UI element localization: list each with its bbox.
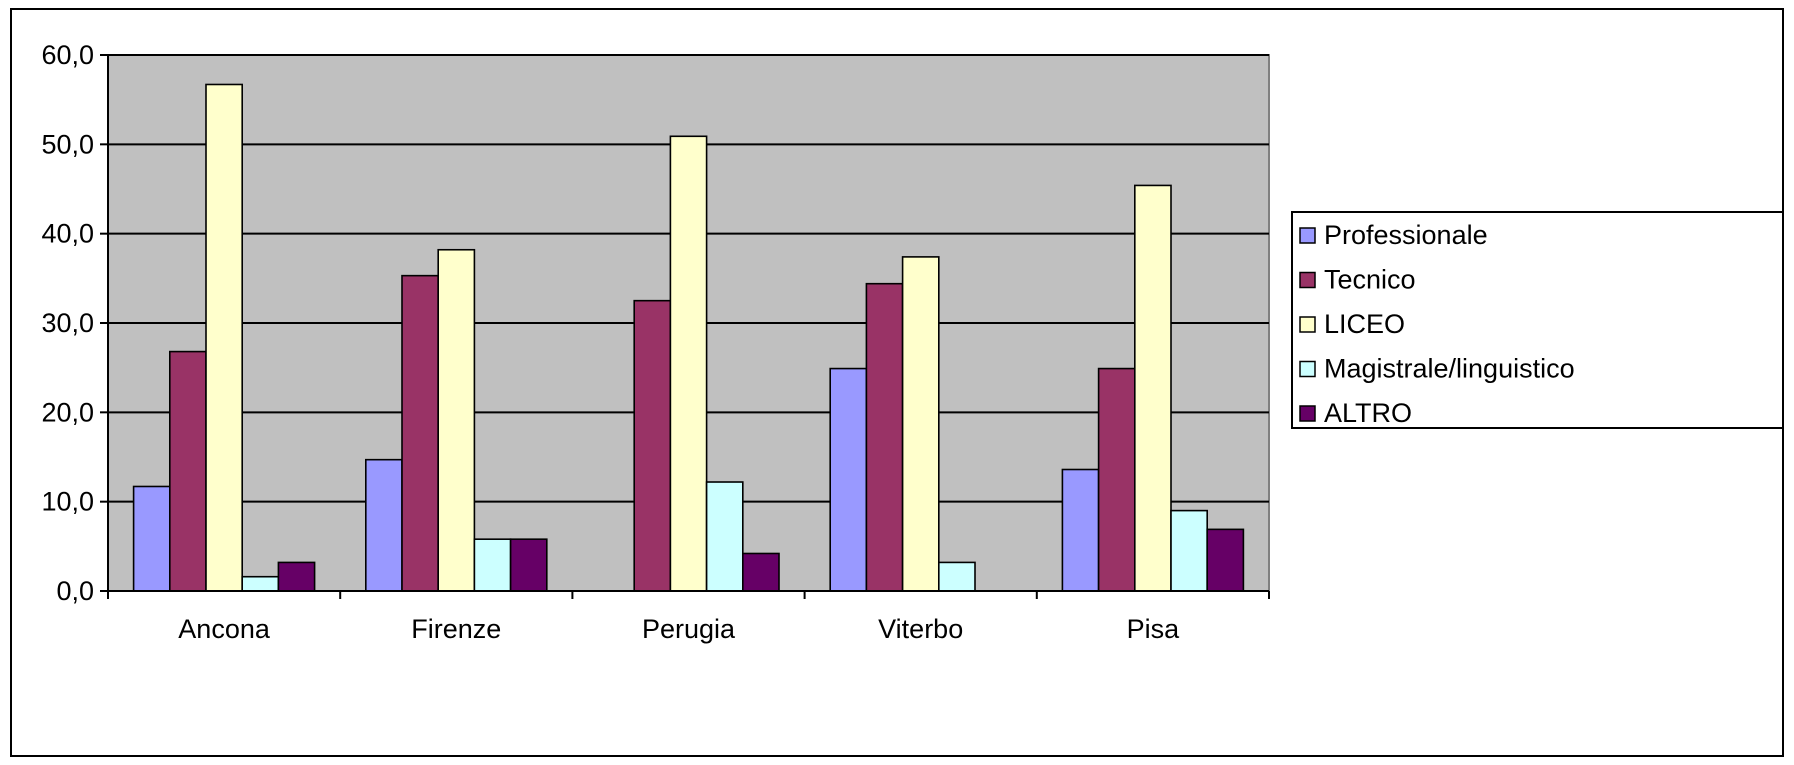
bar-magistrale-linguistico-viterbo <box>937 561 976 592</box>
legend-label: ALTRO <box>1324 398 1412 428</box>
bar-professionale-firenze <box>364 458 403 592</box>
x-tick-label: Pisa <box>1127 614 1181 644</box>
bar-liceo-viterbo <box>901 256 940 592</box>
bar-altro-perugia <box>741 552 780 592</box>
legend-label: LICEO <box>1324 309 1405 339</box>
y-axis-ticks: 0,0 10,0 20,0 30,0 40,0 50,0 60,0 <box>41 40 108 606</box>
bar-chart: 0,0 10,0 20,0 30,0 40,0 50,0 60,0 Ancona Firenz… <box>41 40 1782 644</box>
y-tick-label: 0,0 <box>56 576 94 606</box>
legend-swatch <box>1299 227 1316 244</box>
bar-tecnico-ancona <box>169 350 207 592</box>
x-tick-label: Ancona <box>178 614 271 644</box>
bar-tecnico-pisa <box>1097 367 1136 592</box>
y-tick-label: 60,0 <box>41 40 94 70</box>
bar-tecnico-perugia <box>633 299 672 592</box>
legend-swatch <box>1299 271 1316 289</box>
legend-label: Tecnico <box>1324 265 1416 295</box>
bar-liceo-pisa <box>1134 184 1172 592</box>
legend-swatch <box>1299 405 1316 422</box>
bar-magistrale-linguistico-ancona <box>241 575 280 592</box>
legend-box <box>1291 211 1782 429</box>
y-tick-label: 30,0 <box>41 308 94 338</box>
bar-magistrale-linguistico-firenze <box>473 538 512 592</box>
x-tick-label: Viterbo <box>878 614 963 644</box>
legend-swatch <box>1299 360 1316 378</box>
bar-professionale-viterbo <box>829 367 868 592</box>
legend-label: Professionale <box>1324 220 1488 250</box>
bar-altro-pisa <box>1206 528 1245 592</box>
bar-liceo-perugia <box>669 135 708 592</box>
bar-professionale-ancona <box>132 485 171 592</box>
bar-altro-firenze <box>509 538 548 592</box>
y-tick-label: 40,0 <box>41 219 94 249</box>
x-axis-ticks: Ancona Firenze Perugia Viterbo Pisa <box>107 591 1270 644</box>
x-tick-label: Firenze <box>411 614 501 644</box>
bar-altro-ancona <box>277 561 316 592</box>
legend: Professionale Tecnico LICEO Magistrale/ling… <box>1291 211 1782 429</box>
bar-tecnico-firenze <box>401 274 440 592</box>
bar-liceo-ancona <box>205 83 244 592</box>
y-tick-label: 50,0 <box>41 129 94 159</box>
bars <box>132 83 1245 592</box>
chart-frame: 0,0 10,0 20,0 30,0 40,0 50,0 60,0 Ancona Firenz… <box>10 8 1784 757</box>
bar-magistrale-linguistico-perugia <box>705 481 744 592</box>
legend-swatch <box>1299 316 1316 333</box>
y-tick-label: 20,0 <box>41 397 94 427</box>
bar-liceo-firenze <box>437 248 476 592</box>
legend-label: Magistrale/linguistico <box>1324 354 1575 384</box>
bar-professionale-pisa <box>1061 468 1100 592</box>
x-tick-label: Perugia <box>642 614 736 644</box>
bar-tecnico-viterbo <box>865 282 904 592</box>
y-tick-label: 10,0 <box>41 487 94 517</box>
bar-magistrale-linguistico-pisa <box>1170 509 1209 592</box>
